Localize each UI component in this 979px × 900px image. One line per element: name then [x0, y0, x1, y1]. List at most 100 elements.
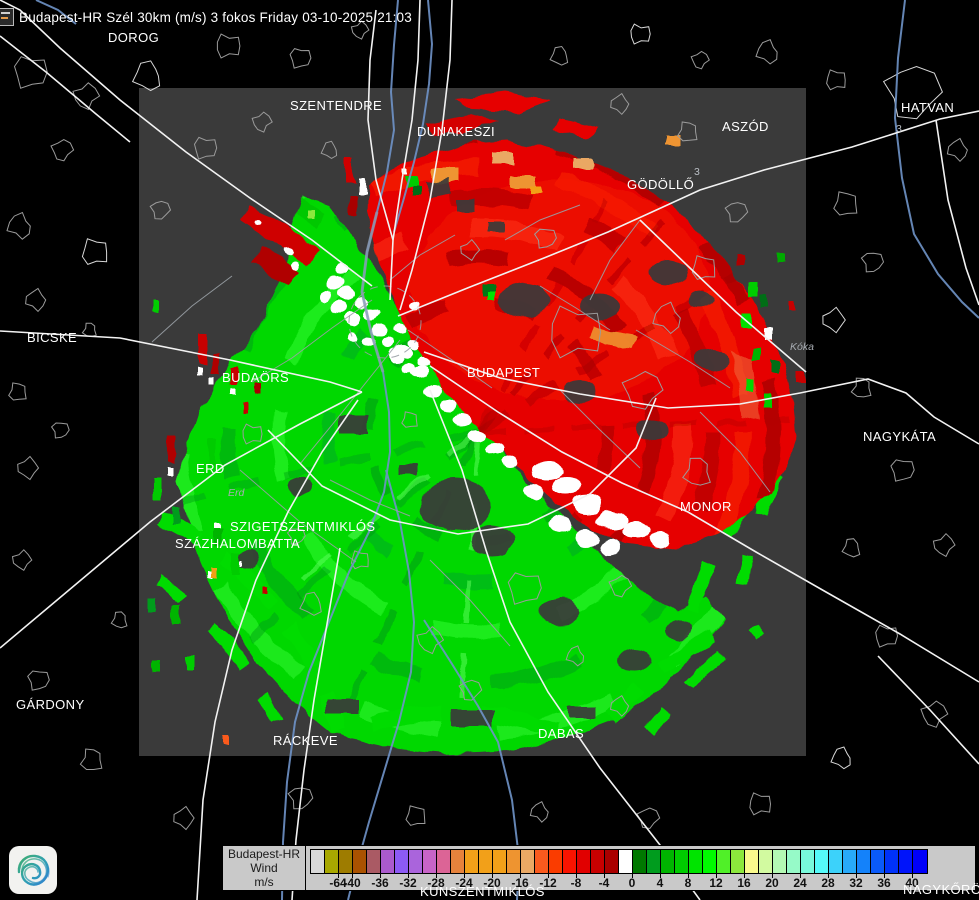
road-label: 3 [694, 166, 700, 178]
legend-cell [731, 850, 745, 873]
city-label: NAGYKÁTA [863, 429, 937, 444]
settlement-outline [81, 238, 108, 266]
met-spiral-logo[interactable] [8, 845, 58, 895]
app-icon [0, 8, 14, 26]
settlement-outline [621, 370, 664, 410]
legend-tick-label: -24 [455, 876, 473, 890]
legend-tick-label: 12 [709, 876, 723, 890]
road-m6-south [196, 399, 359, 900]
city-label: NAGYKŐRÖS [903, 882, 979, 897]
legend-tickmark [520, 873, 521, 878]
settlement-outline [549, 45, 569, 66]
legend-cell [591, 850, 605, 873]
city-label: GÁRDONY [16, 697, 85, 712]
title-bar: Budapest-HR Szél 30km (m/s) 3 fokos Frid… [0, 8, 412, 26]
legend-cell [409, 850, 423, 873]
legend-tick-label: -28 [427, 876, 445, 890]
settlement-outline [529, 801, 549, 823]
city-label: MONOR [680, 499, 732, 514]
legend-cell [773, 850, 787, 873]
settlement-outline [860, 252, 885, 273]
legend-tick-label: 28 [821, 876, 835, 890]
settlement-outline [13, 56, 48, 89]
danube-branch [393, 0, 434, 233]
settlement-outline [826, 69, 846, 91]
city-label: DOROG [108, 30, 160, 45]
settlement-outline [724, 202, 749, 223]
settlement-outline [875, 624, 899, 648]
legend-color-scale [310, 849, 928, 874]
danube-river [281, 0, 399, 900]
settlement-outline [287, 787, 314, 810]
settlement-outline [173, 805, 195, 831]
city-label: ASZÓD [722, 119, 769, 134]
settlement-outline [110, 611, 128, 629]
settlement-outline [458, 679, 483, 701]
settlement-outline [946, 137, 968, 163]
settlement-outline [850, 377, 872, 398]
city-label: BUDAÖRS [222, 370, 290, 385]
settlement-outline [676, 121, 698, 142]
legend-cell [325, 850, 339, 873]
city-label: DUNAKESZI [417, 124, 496, 139]
legend-cell [759, 850, 773, 873]
settlement-outline [636, 807, 661, 830]
legend-cell [703, 850, 717, 873]
settlement-outline [841, 538, 861, 558]
settlement-outline [932, 532, 956, 558]
settlement-outline [286, 528, 306, 545]
legend-cell [521, 850, 535, 873]
settlement-outline [6, 211, 31, 240]
legend-tick-label: 0 [628, 876, 636, 890]
road-m5-south [429, 389, 701, 900]
legend-tick-label: -12 [539, 876, 557, 890]
legend-tickmark [604, 873, 605, 878]
legend-tick-label: -36 [371, 876, 389, 890]
legend-tickmark [856, 873, 857, 878]
white-clutter [168, 170, 774, 578]
legend-cell [311, 850, 325, 873]
legend-quantity: Wind [250, 861, 278, 875]
legend-tick-label: 36 [877, 876, 891, 890]
legend-cell [913, 850, 927, 873]
legend-tickmark [338, 873, 339, 878]
settlement-outline [8, 382, 27, 401]
road-m3-northeast [397, 110, 979, 317]
red-velocity-region [240, 92, 796, 549]
settlement-outline [755, 39, 778, 65]
legend-tickmark [464, 873, 465, 878]
road-m7-southwest [0, 391, 363, 649]
settlement-outline [533, 228, 557, 249]
legend-cell [843, 850, 857, 873]
settlement-outline [299, 591, 322, 616]
city-label: BICSKE [27, 330, 78, 345]
legend-cell [885, 850, 899, 873]
legend-tickmark [352, 873, 353, 878]
settlement-outline [405, 805, 426, 826]
zagyva-river [893, 0, 979, 319]
legend-cell [367, 850, 381, 873]
legend-tickmark [884, 873, 885, 878]
legend-tick-label: 24 [793, 876, 807, 890]
settlement-outline [691, 255, 716, 280]
settlement-outlines [6, 20, 968, 831]
legend-cell [871, 850, 885, 873]
legend-cell [451, 850, 465, 873]
legend-tick-label: 20 [765, 876, 779, 890]
legend-tickmark [744, 873, 745, 878]
legend-cell [829, 850, 843, 873]
settlement-outline [507, 572, 542, 605]
legend-cell [395, 850, 409, 873]
velocity-field [148, 92, 804, 754]
legend-cell [535, 850, 549, 873]
settlement-outline [289, 48, 312, 69]
road-m0-ring [267, 397, 657, 535]
legend-cell [899, 850, 913, 873]
city-label: KUNSZENTMIKLÓS [420, 884, 545, 899]
legend-tick-label: -8 [570, 876, 582, 890]
settlement-outline [27, 670, 50, 691]
settlement-outline [350, 550, 369, 570]
